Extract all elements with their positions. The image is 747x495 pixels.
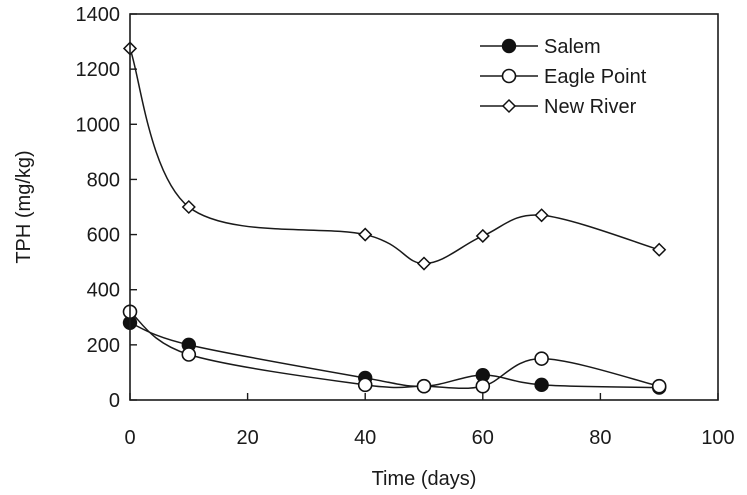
- y-tick-label: 1000: [76, 114, 121, 136]
- plot-area: [122, 41, 667, 395]
- y-tick-label: 0: [109, 390, 120, 412]
- data-point: [534, 351, 549, 366]
- data-point: [534, 208, 549, 223]
- legend-label: New River: [544, 96, 637, 118]
- x-tick-label: 40: [354, 427, 376, 449]
- data-point: [181, 199, 196, 215]
- y-tick-label: 400: [87, 280, 120, 302]
- data-point: [357, 377, 373, 393]
- data-point: [652, 242, 667, 257]
- data-point: [534, 377, 549, 393]
- y-tick-label: 200: [87, 335, 120, 357]
- data-point: [181, 347, 197, 362]
- y-tick-label: 1200: [76, 59, 121, 81]
- x-tick-label: 60: [472, 427, 494, 449]
- y-tick-label: 600: [87, 225, 120, 247]
- data-point: [358, 227, 373, 242]
- plot-frame: [129, 13, 719, 401]
- y-tick-label: 800: [87, 169, 120, 191]
- legend-label: Salem: [544, 36, 601, 58]
- y-tick-label: 1400: [76, 4, 121, 26]
- y-axis-label: TPH (mg/kg): [13, 150, 35, 263]
- data-point: [475, 228, 490, 244]
- data-point: [651, 378, 667, 394]
- data-point: [501, 68, 517, 84]
- data-point: [501, 38, 517, 54]
- legend: Salem Eagle Point New River: [480, 36, 647, 118]
- series-line: [129, 322, 660, 389]
- legend-label: Eagle Point: [544, 66, 647, 88]
- x-tick-label: 0: [124, 427, 135, 449]
- x-tick-label: 20: [236, 427, 258, 449]
- data-point: [501, 98, 517, 114]
- data-point: [475, 378, 491, 394]
- x-axis-label: Time (days): [372, 468, 477, 490]
- x-tick-label: 80: [589, 427, 611, 449]
- data-point: [416, 378, 432, 394]
- data-point: [416, 256, 432, 271]
- axes: Time (days) TPH (mg/kg) 0200400600800100…: [13, 4, 735, 490]
- x-tick-label: 100: [701, 427, 734, 449]
